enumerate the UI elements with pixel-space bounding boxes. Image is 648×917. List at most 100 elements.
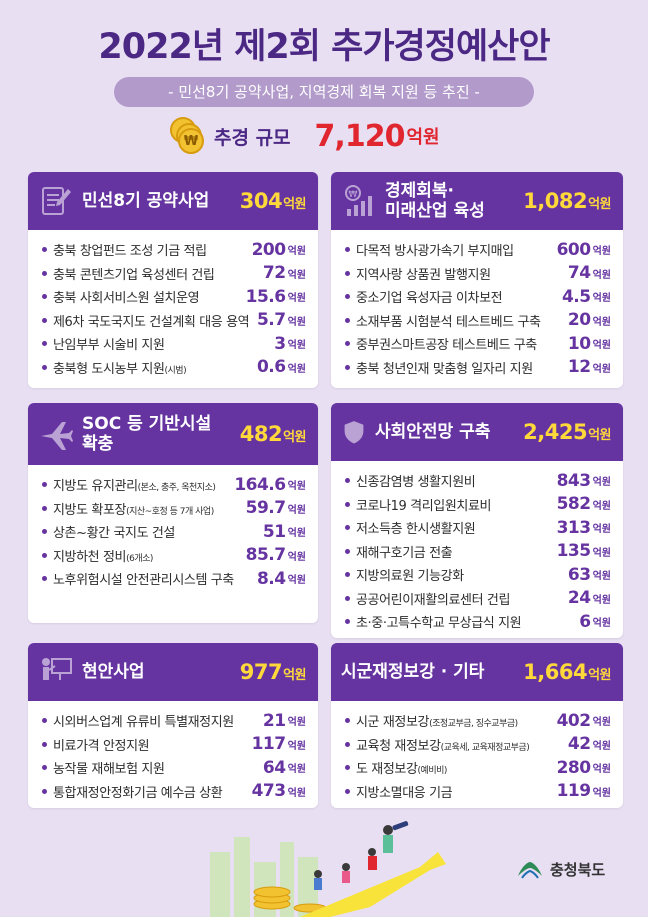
item-label: 신종감염병 생활지원비 xyxy=(356,475,476,491)
item-unit: 억원 xyxy=(287,787,306,799)
shield-icon xyxy=(344,421,364,444)
item-unit: 억원 xyxy=(287,293,306,305)
list-item: 공공어린이재활의료센터 건립 24 억원 xyxy=(345,587,611,611)
item-unit: 억원 xyxy=(592,594,611,606)
item-label: 통합재정안정화기금 예수금 상환 xyxy=(53,785,223,801)
item-amount: 63 xyxy=(567,564,591,585)
bullet-icon xyxy=(42,576,47,582)
list-item: 지방하천 정비(6개소) 85.7 억원 xyxy=(42,544,306,568)
bullet-icon xyxy=(345,788,350,794)
section-header: 시군재정보강 · 기타 1,664억원 xyxy=(331,643,623,701)
item-amount: 582 xyxy=(556,494,592,515)
item-amount: 24 xyxy=(567,588,591,609)
section-title: 현안사업 xyxy=(82,661,145,682)
list-item: 통합재정안정화기금 예수금 상환 473 억원 xyxy=(42,780,306,804)
section-amount: 482억원 xyxy=(239,422,307,446)
list-item: 제6차 국도국지도 건설계획 대응 용역 5.7 억원 xyxy=(42,309,306,333)
item-unit: 억원 xyxy=(287,740,306,752)
item-amount: 0.6 xyxy=(256,357,286,378)
item-amount: 12 xyxy=(567,357,591,378)
section-title: SOC 등 기반시설 확충 xyxy=(82,413,212,454)
item-amount: 313 xyxy=(556,517,592,538)
item-list: 충북 창업펀드 조성 기금 적립 200 억원 충북 콘텐츠기업 육성센터 건립 72 억… xyxy=(28,230,318,379)
item-label: 충북 콘텐츠기업 육성센터 건립 xyxy=(53,267,215,283)
item-amount: 5.7 xyxy=(256,310,286,331)
section-card-pledge: 민선8기 공약사업 304억원 충북 창업펀드 조성 기금 적립 200 억원 충북 … xyxy=(28,172,318,388)
item-unit: 억원 xyxy=(592,740,611,752)
item-label: 지방도 확포장(지산~호정 등 7개 사업) xyxy=(53,502,214,518)
bullet-icon xyxy=(42,294,47,300)
item-unit: 억원 xyxy=(592,363,611,375)
item-amount: 74 xyxy=(567,263,591,284)
item-unit: 억원 xyxy=(287,316,306,328)
item-unit: 억원 xyxy=(287,363,306,375)
bullet-icon xyxy=(42,552,47,558)
item-unit: 억원 xyxy=(592,571,611,583)
svg-text:₩: ₩ xyxy=(349,190,358,200)
item-unit: 억원 xyxy=(287,269,306,281)
list-item: 시외버스업계 유류비 특별재정지원 21 억원 xyxy=(42,709,306,733)
bullet-icon xyxy=(42,247,47,253)
total-amount: 7,120 xyxy=(314,118,406,154)
item-unit: 억원 xyxy=(287,246,306,258)
item-amount: 64 xyxy=(262,757,286,778)
list-item: 농작물 재해보험 지원 64 억원 xyxy=(42,756,306,780)
item-amount: 10 xyxy=(567,333,591,354)
item-label: 비료가격 안정지원 xyxy=(53,738,150,754)
item-unit: 억원 xyxy=(592,547,611,559)
item-unit: 억원 xyxy=(592,787,611,799)
bullet-icon xyxy=(42,341,47,347)
bullet-icon xyxy=(345,364,350,370)
section-amount: 1,082억원 xyxy=(523,189,611,213)
item-amount: 72 xyxy=(262,263,286,284)
item-label: 재해구호기금 전출 xyxy=(356,545,453,561)
item-unit: 억원 xyxy=(287,528,306,540)
item-label: 지방소멸대응 기금 xyxy=(356,785,453,801)
bullet-icon xyxy=(345,572,350,578)
item-amount: 85.7 xyxy=(245,545,286,566)
item-amount: 59.7 xyxy=(245,498,286,519)
section-header: SOC 등 기반시설 확충 482억원 xyxy=(28,403,318,465)
total-unit: 억원 xyxy=(406,127,440,148)
list-item: 충북 청년인재 맞춤형 일자리 지원 12 억원 xyxy=(345,356,611,380)
item-note: (6개소) xyxy=(126,553,153,564)
list-item: 충북 사회서비스원 설치운영 15.6 억원 xyxy=(42,285,306,309)
section-header: 사회안전망 구축 2,425억원 xyxy=(331,403,623,461)
list-item: 지방의료원 기능강화 63 억원 xyxy=(345,563,611,587)
item-label: 충북형 도시농부 지원(시범) xyxy=(53,361,187,377)
list-item: 도 재정보강(예비비) 280 억원 xyxy=(345,756,611,780)
list-item: 재해구호기금 전출 135 억원 xyxy=(345,540,611,564)
item-amount: 119 xyxy=(556,781,592,802)
item-label: 교육청 재정보강(교육세, 교육재정교부금) xyxy=(356,738,530,754)
item-label: 소재부품 시험분석 테스트베드 구축 xyxy=(356,314,541,330)
item-amount: 42 xyxy=(567,734,591,755)
list-item: 신종감염병 생활지원비 843 억원 xyxy=(345,469,611,493)
item-unit: 억원 xyxy=(592,293,611,305)
list-item: 중소기업 육성자금 이차보전 4.5 억원 xyxy=(345,285,611,309)
page-subtitle: - 민선8기 공약사업, 지역경제 회복 지원 등 추진 - xyxy=(114,77,534,107)
item-label: 난임부부 시술비 지원 xyxy=(53,338,165,354)
item-amount: 51 xyxy=(262,521,286,542)
section-amount: 304억원 xyxy=(239,189,307,213)
item-list: 지방도 유지관리(본소, 충주, 옥천지소) 164.6 억원 지방도 확포장(지산~… xyxy=(28,465,318,591)
presenter-board-icon xyxy=(42,658,72,680)
section-amount: 977억원 xyxy=(239,660,307,684)
section-header: ₩ 경제회복· 미래산업 육성 1,082억원 xyxy=(331,172,623,230)
list-item: 난임부부 시술비 지원 3 억원 xyxy=(42,332,306,356)
bullet-icon xyxy=(345,595,350,601)
item-unit: 억원 xyxy=(592,500,611,512)
item-label: 노후위험시설 안전관리시스템 구축 xyxy=(53,573,234,589)
item-label: 도 재정보강(예비비) xyxy=(356,762,447,778)
bullet-icon xyxy=(42,317,47,323)
item-unit: 억원 xyxy=(287,717,306,729)
bullet-icon xyxy=(345,317,350,323)
bullet-icon xyxy=(42,482,47,488)
item-label: 상촌~황간 국지도 건설 xyxy=(53,526,175,542)
bullet-icon xyxy=(42,788,47,794)
section-header: 민선8기 공약사업 304억원 xyxy=(28,172,318,230)
item-amount: 3 xyxy=(274,333,286,354)
item-label: 초·중·고특수학교 무상급식 지원 xyxy=(356,616,522,632)
list-item: 지방도 확포장(지산~호정 등 7개 사업) 59.7 억원 xyxy=(42,497,306,521)
item-amount: 6 xyxy=(579,611,591,632)
